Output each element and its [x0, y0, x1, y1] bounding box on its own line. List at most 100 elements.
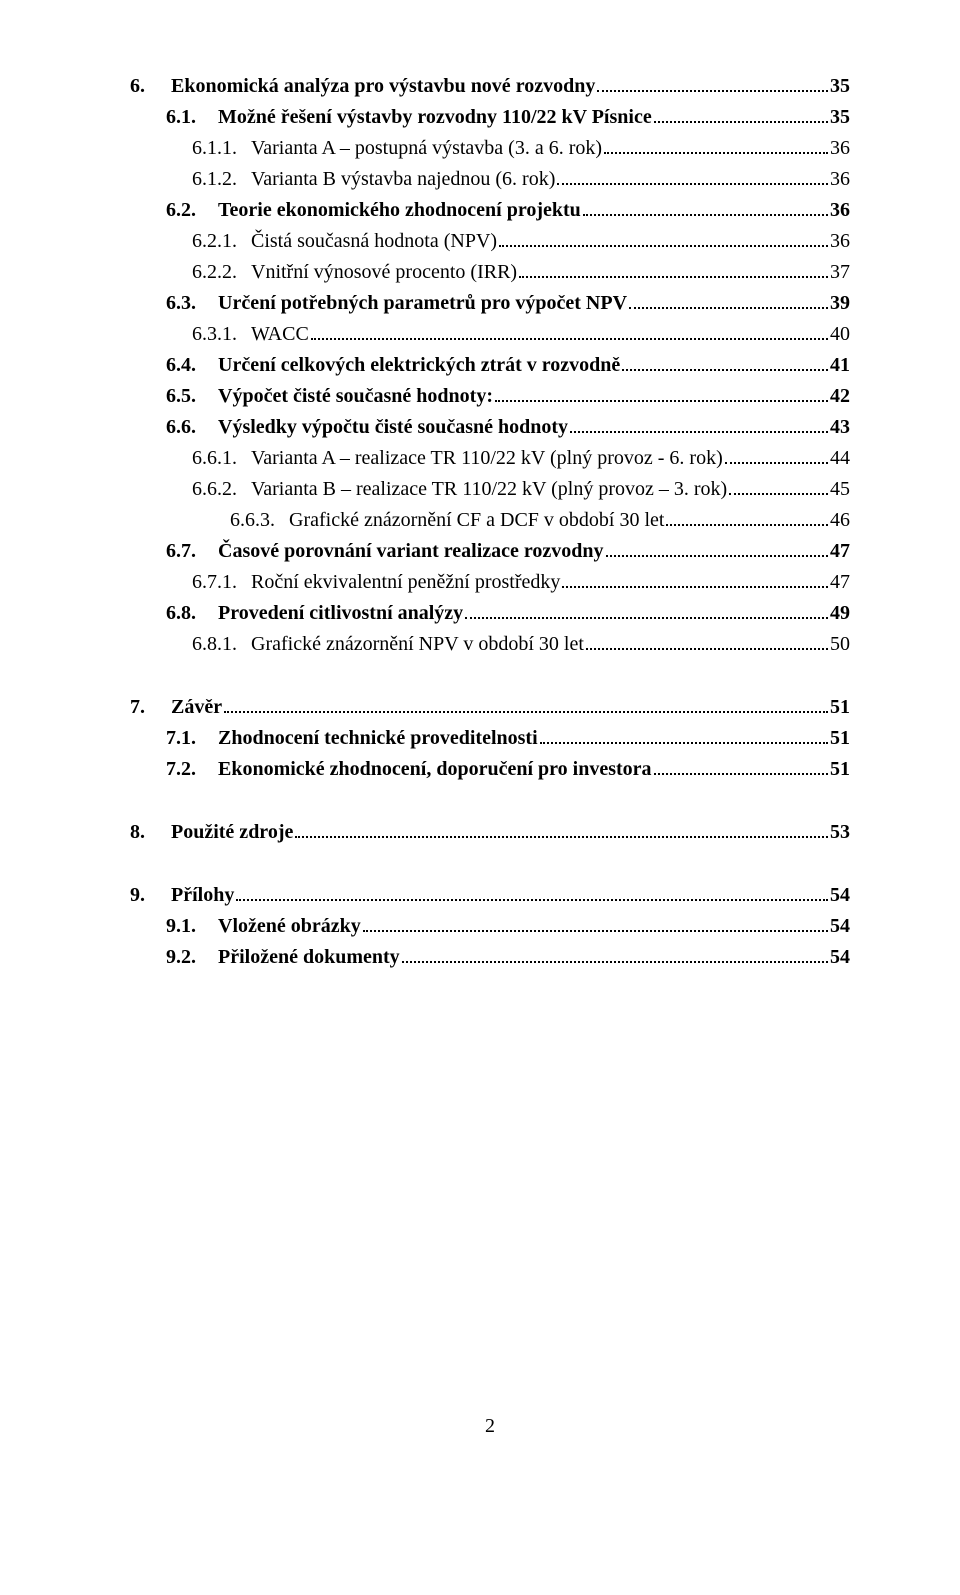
toc-entry-page: 42 — [830, 382, 850, 411]
toc-entry: 7.2. Ekonomické zhodnocení, doporučení pr… — [130, 755, 850, 784]
toc-entry: 6. Ekonomická analýza pro výstavbu nové r… — [130, 72, 850, 101]
toc-leader-dots — [363, 914, 828, 932]
toc-entry: 6.2.Teorie ekonomického zhodnocení proje… — [130, 196, 850, 225]
toc-entry-page: 54 — [830, 881, 850, 910]
toc-entry-title: Teorie ekonomického zhodnocení projektu — [218, 196, 581, 225]
toc-entry-title: Výsledky výpočtu čisté současné hodnoty — [218, 413, 568, 442]
toc-entry-page: 47 — [830, 568, 850, 597]
toc-leader-dots — [557, 167, 828, 185]
toc-entry-title: Použité zdroje — [171, 818, 293, 847]
toc-entry: 6.2.2.Vnitřní výnosové procento (IRR)37 — [130, 258, 850, 287]
toc-entry-title: Určení potřebných parametrů pro výpočet … — [218, 289, 627, 318]
toc-entry-title: Varianta A – realizace TR 110/22 kV (pln… — [251, 444, 723, 473]
toc-entry-title: Grafické znázornění CF a DCF v období 30… — [289, 506, 664, 535]
toc-entry-number: 9.2. — [166, 943, 196, 972]
toc-entry: 6.7. Časové porovnání variant realizace r… — [130, 537, 850, 566]
toc-entry: 6.6.3. Grafické znázornění CF a DCF v obd… — [130, 506, 850, 535]
toc-entry-page: 54 — [830, 912, 850, 941]
toc-entry-title: Zhodnocení technické proveditelnosti — [218, 724, 538, 753]
toc-leader-dots — [519, 260, 828, 278]
toc-entry-number: 6.4. — [166, 351, 196, 380]
toc-entry-number: 7.1. — [166, 724, 196, 753]
toc-entry-page: 47 — [830, 537, 850, 566]
toc-entry-page: 36 — [830, 165, 850, 194]
toc-entry-number: 6.6.2. — [192, 475, 237, 504]
toc-entry-title: Vložené obrázky — [218, 912, 361, 941]
toc-entry-title: Vnitřní výnosové procento (IRR) — [251, 258, 517, 287]
toc-entry: 6.4.Určení celkových elektrických ztrát … — [130, 351, 850, 380]
toc-leader-dots — [622, 353, 828, 371]
toc-leader-dots — [465, 601, 828, 619]
toc-entry-number: 6.2.1. — [192, 227, 237, 256]
toc-entry-number: 6.1. — [166, 103, 196, 132]
toc-entry-number: 6.1.2. — [192, 165, 237, 194]
toc-entry-page: 53 — [830, 818, 850, 847]
toc-entry-page: 54 — [830, 943, 850, 972]
toc-entry-page: 40 — [830, 320, 850, 349]
toc-leader-dots — [570, 415, 828, 433]
toc-leader-dots — [604, 136, 828, 154]
toc-leader-dots — [666, 508, 828, 526]
toc-entry-number: 6. — [130, 72, 145, 101]
toc-entry-title: Ekonomické zhodnocení, doporučení pro in… — [218, 755, 652, 784]
toc-spacer — [130, 849, 850, 879]
toc-entry-title: Varianta A – postupná výstavba (3. a 6. … — [251, 134, 602, 163]
toc-entry-page: 35 — [830, 103, 850, 132]
toc-leader-dots — [499, 229, 828, 247]
toc-entry-page: 35 — [830, 72, 850, 101]
toc-entry: 6.6.2. Varianta B – realizace TR 110/22 k… — [130, 475, 850, 504]
toc-entry-page: 41 — [830, 351, 850, 380]
toc-entry-page: 43 — [830, 413, 850, 442]
toc-entry-page: 51 — [830, 693, 850, 722]
toc-entry-number: 6.6. — [166, 413, 196, 442]
toc-entry-title: Varianta B – realizace TR 110/22 kV (pln… — [251, 475, 727, 504]
toc-entry-page: 39 — [830, 289, 850, 318]
toc-leader-dots — [725, 446, 828, 464]
toc-entry-title: Ekonomická analýza pro výstavbu nové roz… — [171, 72, 595, 101]
toc-entry-number: 6.2.2. — [192, 258, 237, 287]
toc-entry-title: Provedení citlivostní analýzy — [218, 599, 463, 628]
page-number: 2 — [130, 1412, 850, 1441]
toc-entry-number: 6.3.1. — [192, 320, 237, 349]
toc-entry-page: 44 — [830, 444, 850, 473]
toc-leader-dots — [654, 105, 828, 123]
toc-entry-page: 51 — [830, 724, 850, 753]
toc-leader-dots — [586, 632, 828, 650]
toc-entry-title: Možné řešení výstavby rozvodny 110/22 kV… — [218, 103, 652, 132]
toc-entry: 6.7.1.Roční ekvivalentní peněžní prostře… — [130, 568, 850, 597]
toc-entry: 9.Přílohy54 — [130, 881, 850, 910]
toc-entry-number: 7.2. — [166, 755, 196, 784]
toc-entry: 6.8.1.Grafické znázornění NPV v období 3… — [130, 630, 850, 659]
toc-entry: 6.3. Určení potřebných parametrů pro výpo… — [130, 289, 850, 318]
toc-entry-title: Časové porovnání variant realizace rozvo… — [218, 537, 604, 566]
toc-leader-dots — [311, 322, 828, 340]
toc-leader-dots — [597, 74, 828, 92]
toc-entry-number: 6.1.1. — [192, 134, 237, 163]
toc-entry: 6.6.1. Varianta A – realizace TR 110/22 k… — [130, 444, 850, 473]
toc-entry-number: 6.6.1. — [192, 444, 237, 473]
toc-entry: 7.1. Zhodnocení technické proveditelnosti… — [130, 724, 850, 753]
toc-entry-title: WACC — [251, 320, 309, 349]
toc-leader-dots — [236, 883, 828, 901]
toc-entry-number: 6.3. — [166, 289, 196, 318]
toc-entry-page: 46 — [830, 506, 850, 535]
toc-leader-dots — [583, 198, 828, 216]
toc-entry: 9.1.Vložené obrázky54 — [130, 912, 850, 941]
toc-entry: 6.5.Výpočet čisté současné hodnoty:42 — [130, 382, 850, 411]
toc-leader-dots — [402, 945, 828, 963]
toc-entry-title: Čistá současná hodnota (NPV) — [251, 227, 497, 256]
toc-leader-dots — [654, 757, 828, 775]
toc-spacer — [130, 661, 850, 691]
toc-entry-page: 45 — [830, 475, 850, 504]
toc-entry-title: Přiložené dokumenty — [218, 943, 400, 972]
toc-entry-number: 6.6.3. — [230, 506, 275, 535]
toc-entry: 6.2.1. Čistá současná hodnota (NPV) 36 — [130, 227, 850, 256]
toc-entry-number: 8. — [130, 818, 145, 847]
toc-entry-title: Varianta B výstavba najednou (6. rok) — [251, 165, 555, 194]
toc-entry-title: Roční ekvivalentní peněžní prostředky — [251, 568, 560, 597]
toc-entry-title: Závěr — [171, 693, 222, 722]
toc-entry-page: 36 — [830, 227, 850, 256]
toc-entry: 6.3.1. WACC 40 — [130, 320, 850, 349]
toc-entry-number: 6.7. — [166, 537, 196, 566]
toc-entry-number: 6.8.1. — [192, 630, 237, 659]
